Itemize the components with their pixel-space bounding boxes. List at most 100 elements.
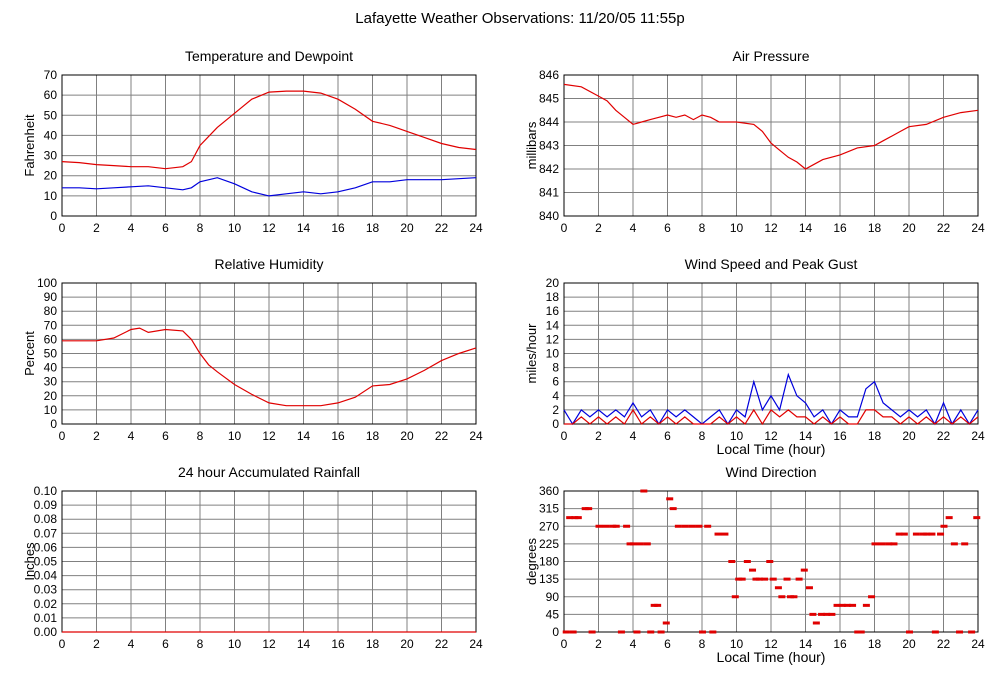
direction-data-point — [885, 542, 893, 546]
pressure-chart-title: Air Pressure — [732, 48, 809, 64]
direction-y-axis-label: degrees — [524, 538, 539, 585]
direction-x-tick-label: 6 — [664, 637, 671, 651]
direction-data-point — [900, 532, 908, 536]
temperature-x-tick-label: 20 — [400, 221, 414, 235]
direction-data-point — [738, 577, 746, 581]
temperature-y-tick-label: 30 — [44, 149, 58, 163]
direction-data-point — [714, 532, 722, 536]
pressure-y-tick-label: 846 — [539, 68, 559, 82]
humidity-y-tick-label: 90 — [44, 290, 58, 304]
direction-x-tick-label: 24 — [971, 637, 985, 651]
direction-data-point — [778, 595, 786, 599]
direction-data-point — [769, 577, 777, 581]
wind-y-tick-label: 14 — [546, 318, 560, 332]
rainfall-y-tick-label: 0.01 — [34, 611, 58, 625]
humidity-y-tick-label: 0 — [50, 417, 57, 431]
humidity-x-tick-label: 4 — [128, 429, 135, 443]
direction-x-tick-label: 22 — [937, 637, 951, 651]
pressure-y-tick-label: 844 — [539, 115, 559, 129]
direction-data-point — [731, 595, 739, 599]
wind-y-tick-label: 16 — [546, 304, 560, 318]
wind-x-tick-label: 16 — [833, 429, 847, 443]
wind-x-tick-label: 14 — [799, 429, 813, 443]
wind-chart: 0 2 4 6 8 10 12 14 16 18 20 22 2402468101214161820Wi… — [524, 256, 985, 457]
humidity-y-tick-label: 40 — [44, 361, 58, 375]
humidity-y-tick-label: 80 — [44, 304, 58, 318]
direction-y-tick-label: 225 — [539, 537, 559, 551]
humidity-x-tick-label: 2 — [93, 429, 100, 443]
rainfall-x-tick-label: 8 — [197, 637, 204, 651]
direction-data-point — [945, 516, 953, 520]
direction-data-point — [849, 603, 857, 607]
direction-data-point — [695, 524, 703, 528]
direction-data-point — [623, 524, 631, 528]
direction-x-tick-label: 4 — [630, 637, 637, 651]
pressure-x-tick-label: 10 — [730, 221, 744, 235]
direction-data-point — [828, 612, 836, 616]
direction-x-tick-label: 14 — [799, 637, 813, 651]
direction-data-point — [805, 586, 813, 590]
wind-x-tick-label: 10 — [730, 429, 744, 443]
pressure-x-tick-label: 18 — [868, 221, 882, 235]
direction-data-point — [602, 524, 610, 528]
wind-plot-frame — [563, 282, 979, 425]
direction-data-point — [674, 524, 682, 528]
pressure-x-tick-label: 6 — [664, 221, 671, 235]
humidity-x-tick-label: 20 — [400, 429, 414, 443]
rainfall-x-tick-label: 20 — [400, 637, 414, 651]
direction-x-tick-label: 8 — [699, 637, 706, 651]
rainfall-y-tick-label: 0.04 — [34, 569, 58, 583]
wind-y-axis-label: miles/hour — [524, 323, 539, 384]
direction-data-point — [636, 542, 644, 546]
temperature-x-tick-label: 24 — [469, 221, 483, 235]
rainfall-chart-title: 24 hour Accumulated Rainfall — [178, 464, 360, 480]
direction-data-point — [721, 532, 729, 536]
wind-series-red-line — [564, 408, 979, 426]
direction-data-point — [617, 630, 625, 634]
direction-data-point — [923, 532, 931, 536]
direction-data-point — [681, 524, 689, 528]
direction-data-point — [800, 568, 808, 572]
direction-x-tick-label: 10 — [730, 637, 744, 651]
direction-data-point — [643, 542, 651, 546]
wind-y-tick-label: 4 — [552, 389, 559, 403]
direction-data-point — [588, 630, 596, 634]
direction-data-point — [774, 586, 782, 590]
wind-y-tick-label: 20 — [546, 276, 560, 290]
rainfall-y-tick-label: 0.10 — [34, 484, 58, 498]
humidity-y-tick-label: 20 — [44, 389, 58, 403]
pressure-x-tick-label: 16 — [833, 221, 847, 235]
wind-y-tick-label: 0 — [552, 417, 559, 431]
humidity-x-tick-label: 22 — [435, 429, 449, 443]
direction-data-point — [662, 621, 670, 625]
pressure-plot-frame — [563, 74, 979, 217]
wind-x-tick-label: 0 — [561, 429, 568, 443]
direction-data-point — [630, 542, 637, 546]
humidity-series-red-line — [62, 327, 477, 407]
rainfall-x-tick-label: 16 — [331, 637, 345, 651]
direction-data-point — [566, 516, 574, 520]
wind-x-tick-label: 22 — [937, 429, 951, 443]
direction-data-point — [669, 507, 677, 511]
direction-data-point — [895, 532, 903, 536]
direction-data-point — [823, 612, 831, 616]
wind-x-tick-label: 2 — [595, 429, 602, 443]
temperature-x-tick-label: 10 — [228, 221, 242, 235]
humidity-x-tick-label: 8 — [197, 429, 204, 443]
direction-x-tick-label: 18 — [868, 637, 882, 651]
pressure-y-tick-label: 843 — [539, 139, 559, 153]
wind-x-tick-label: 18 — [868, 429, 882, 443]
direction-data-point — [937, 532, 945, 536]
pressure-y-axis-label: millibars — [524, 121, 539, 169]
rainfall-x-tick-label: 2 — [93, 637, 100, 651]
humidity-chart: 0 2 4 6 8 10 12 14 16 18 20 22 240102030405060708090… — [22, 256, 483, 443]
temperature-chart: 0 2 4 6 8 10 12 14 16 18 20 22 24010203040506070Temp… — [22, 48, 483, 235]
pressure-x-tick-label: 14 — [799, 221, 813, 235]
rainfall-y-axis-label: Inches — [22, 542, 37, 581]
direction-data-point — [647, 630, 655, 634]
direction-y-tick-label: 180 — [539, 555, 559, 569]
wind-chart-title: Wind Speed and Peak Gust — [685, 256, 858, 272]
rainfall-x-tick-label: 14 — [297, 637, 311, 651]
